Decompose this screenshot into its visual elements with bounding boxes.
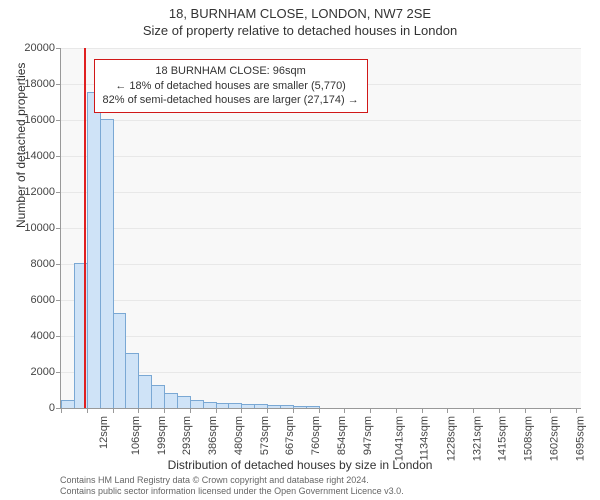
y-tick-mark xyxy=(56,264,61,265)
x-tick-mark xyxy=(113,408,114,413)
histogram-bar xyxy=(138,375,152,408)
x-tick-mark xyxy=(576,408,577,413)
property-info-box: 18 BURNHAM CLOSE: 96sqm← 18% of detached… xyxy=(94,59,368,114)
histogram-bar xyxy=(267,405,281,408)
info-box-line: 18 BURNHAM CLOSE: 96sqm xyxy=(103,64,359,79)
histogram-bar xyxy=(113,313,127,408)
x-tick-label: 1228sqm xyxy=(445,416,457,461)
histogram-bar xyxy=(61,400,75,408)
x-tick-label: 12sqm xyxy=(98,416,110,449)
y-tick-label: 12000 xyxy=(5,186,55,198)
y-tick-label: 0 xyxy=(5,402,55,414)
info-box-line: ← 18% of detached houses are smaller (5,… xyxy=(103,79,359,94)
y-tick-label: 10000 xyxy=(5,222,55,234)
footnote-line-2: Contains public sector information licen… xyxy=(60,486,404,498)
histogram-bar xyxy=(293,406,307,408)
histogram-bar xyxy=(280,405,294,408)
x-tick-label: 1508sqm xyxy=(522,416,534,461)
y-tick-mark xyxy=(56,372,61,373)
x-tick-mark xyxy=(293,408,294,413)
footnote: Contains HM Land Registry data © Crown c… xyxy=(60,475,404,498)
histogram-bar xyxy=(228,403,242,408)
x-tick-label: 480sqm xyxy=(233,416,245,455)
y-tick-label: 20000 xyxy=(5,42,55,54)
x-tick-mark xyxy=(370,408,371,413)
y-tick-label: 4000 xyxy=(5,330,55,342)
x-tick-label: 947sqm xyxy=(362,416,374,455)
y-tick-mark xyxy=(56,192,61,193)
x-tick-mark xyxy=(267,408,268,413)
x-tick-label: 199sqm xyxy=(156,416,168,455)
histogram-bar xyxy=(164,393,178,408)
property-marker-line xyxy=(84,48,86,408)
grid-line xyxy=(61,336,581,337)
x-tick-mark xyxy=(319,408,320,413)
histogram-bar xyxy=(190,400,204,408)
y-tick-label: 2000 xyxy=(5,366,55,378)
x-tick-mark xyxy=(164,408,165,413)
x-tick-mark xyxy=(499,408,500,413)
page-subtitle: Size of property relative to detached ho… xyxy=(0,21,600,38)
x-tick-mark xyxy=(422,408,423,413)
y-tick-mark xyxy=(56,336,61,337)
grid-line xyxy=(61,300,581,301)
x-tick-label: 106sqm xyxy=(130,416,142,455)
histogram-bar xyxy=(87,92,101,408)
y-tick-mark xyxy=(56,228,61,229)
grid-line xyxy=(61,120,581,121)
chart-area: 0200040006000800010000120001400016000180… xyxy=(60,48,580,408)
grid-line xyxy=(61,156,581,157)
footnote-line-1: Contains HM Land Registry data © Crown c… xyxy=(60,475,404,487)
histogram-bar xyxy=(177,396,191,408)
grid-line xyxy=(61,228,581,229)
x-tick-mark xyxy=(550,408,551,413)
histogram-bar xyxy=(216,403,230,409)
x-tick-label: 1134sqm xyxy=(418,416,430,460)
x-tick-label: 1041sqm xyxy=(394,416,406,461)
x-tick-mark xyxy=(216,408,217,413)
grid-line xyxy=(61,264,581,265)
histogram-bar xyxy=(125,353,139,408)
x-tick-mark xyxy=(525,408,526,413)
y-tick-mark xyxy=(56,300,61,301)
grid-line xyxy=(61,192,581,193)
x-tick-label: 667sqm xyxy=(285,416,297,455)
x-tick-label: 293sqm xyxy=(182,416,194,455)
y-tick-label: 18000 xyxy=(5,78,55,90)
info-box-line: 82% of semi-detached houses are larger (… xyxy=(103,93,359,108)
x-tick-label: 386sqm xyxy=(207,416,219,455)
y-tick-mark xyxy=(56,84,61,85)
y-tick-label: 14000 xyxy=(5,150,55,162)
y-tick-mark xyxy=(56,48,61,49)
x-tick-mark xyxy=(473,408,474,413)
y-tick-mark xyxy=(56,120,61,121)
x-tick-label: 1695sqm xyxy=(574,416,586,461)
x-tick-mark xyxy=(241,408,242,413)
x-tick-mark xyxy=(138,408,139,413)
x-tick-mark xyxy=(61,408,62,413)
x-axis-label: Distribution of detached houses by size … xyxy=(0,458,600,472)
x-tick-mark xyxy=(447,408,448,413)
histogram-bar xyxy=(241,404,255,408)
x-tick-label: 1602sqm xyxy=(548,416,560,461)
y-tick-label: 8000 xyxy=(5,258,55,270)
y-tick-label: 16000 xyxy=(5,114,55,126)
y-tick-mark xyxy=(56,156,61,157)
page-title: 18, BURNHAM CLOSE, LONDON, NW7 2SE xyxy=(0,0,600,21)
x-tick-label: 854sqm xyxy=(336,416,348,455)
x-tick-mark xyxy=(87,408,88,413)
grid-line xyxy=(61,48,581,49)
x-tick-label: 760sqm xyxy=(310,416,322,455)
x-tick-label: 573sqm xyxy=(259,416,271,455)
x-tick-label: 1321sqm xyxy=(471,416,483,461)
x-tick-mark xyxy=(190,408,191,413)
x-tick-mark xyxy=(344,408,345,413)
plot-area: 0200040006000800010000120001400016000180… xyxy=(60,48,581,409)
x-tick-label: 1415sqm xyxy=(497,416,509,461)
y-tick-label: 6000 xyxy=(5,294,55,306)
x-tick-mark xyxy=(396,408,397,413)
